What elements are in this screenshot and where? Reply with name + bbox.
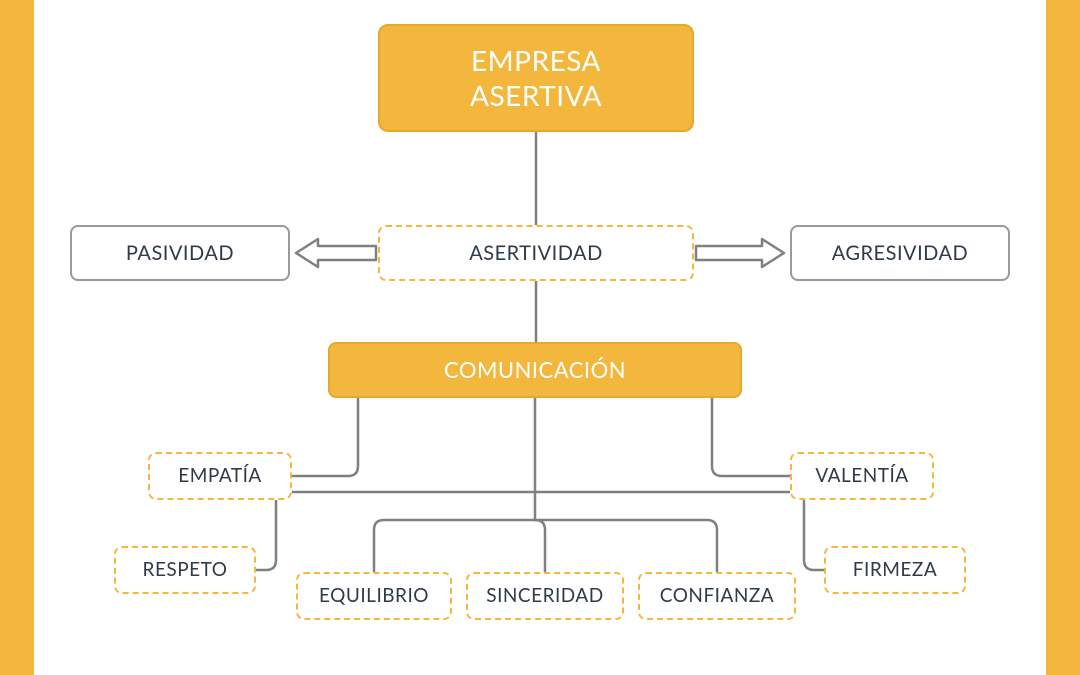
node-equilibrio-label: EQUILIBRIO [319, 584, 429, 608]
edge-comm-valentia [712, 398, 790, 476]
node-confianza: CONFIANZA [638, 572, 796, 620]
node-sinceridad-label: SINCERIDAD [486, 584, 603, 608]
edge-comm-equilibrio [374, 520, 535, 572]
node-root-label: EMPRESA ASERTIVA [470, 43, 602, 113]
node-firmeza: FIRMEZA [824, 546, 966, 594]
edge-comm-empatia [292, 398, 358, 476]
node-valentia-label: VALENTÍA [815, 464, 908, 488]
node-pasividad: PASIVIDAD [70, 225, 290, 281]
node-sinceridad: SINCERIDAD [466, 572, 624, 620]
node-root: EMPRESA ASERTIVA [378, 24, 694, 132]
node-equilibrio: EQUILIBRIO [296, 572, 452, 620]
edge-comm-respeto [256, 492, 535, 570]
arrow-right-icon [696, 239, 784, 267]
edge-comm-sinceridad [535, 520, 545, 572]
node-empatia-label: EMPATÍA [178, 464, 262, 488]
node-valentia: VALENTÍA [790, 452, 934, 500]
edge-comm-confianza [535, 520, 717, 572]
node-pasividad-label: PASIVIDAD [126, 241, 234, 266]
node-asertividad: ASERTIVIDAD [378, 225, 694, 281]
node-respeto-label: RESPETO [143, 558, 228, 582]
node-firmeza-label: FIRMEZA [853, 558, 937, 582]
node-asertividad-label: ASERTIVIDAD [469, 241, 603, 266]
node-agresividad: AGRESIVIDAD [790, 225, 1010, 281]
node-respeto: RESPETO [114, 546, 256, 594]
node-agresividad-label: AGRESIVIDAD [832, 241, 969, 266]
edge-comm-firmeza [535, 492, 824, 570]
node-comunicacion-label: COMUNICACIÓN [444, 356, 626, 384]
node-empatia: EMPATÍA [148, 452, 292, 500]
arrow-left-icon [296, 239, 376, 267]
node-comunicacion: COMUNICACIÓN [328, 342, 742, 398]
node-confianza-label: CONFIANZA [660, 584, 774, 608]
